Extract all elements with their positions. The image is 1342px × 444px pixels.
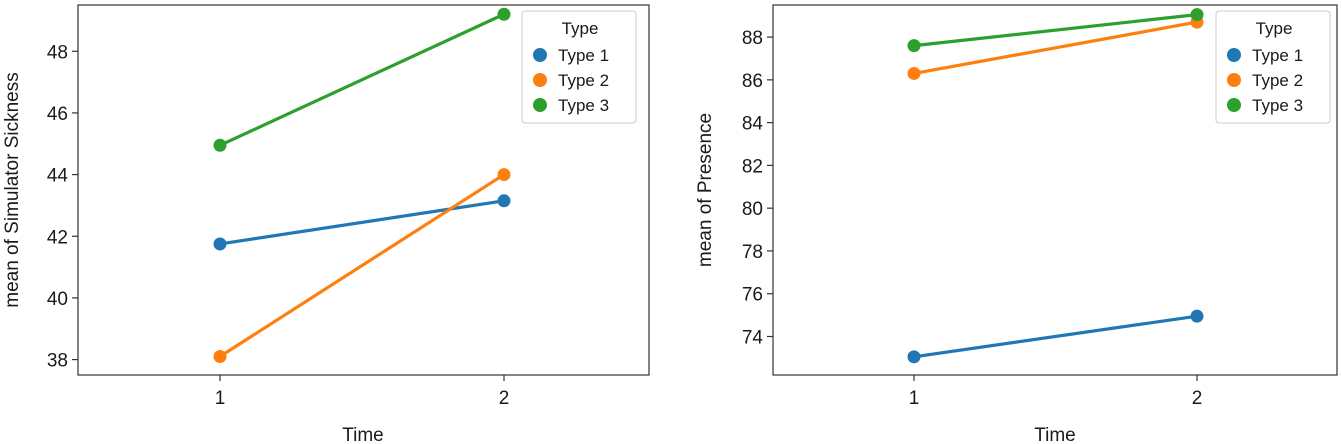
series-line-type-2	[913, 20, 1198, 76]
y-axis-label: mean of Presence	[695, 113, 716, 267]
legend: Type Type 1 Type 2 Type 3	[521, 10, 637, 124]
x-tick-label: 1	[215, 388, 226, 409]
y-tick-label: 42	[47, 227, 68, 248]
x-tick-label: 1	[909, 388, 920, 409]
x-axis-label: Time	[1034, 425, 1076, 444]
legend-label-type-3: Type 3	[1252, 96, 1303, 115]
data-point-type-3	[1190, 8, 1204, 22]
legend-label-type-1: Type 1	[558, 46, 609, 65]
legend-marker-type-3	[533, 98, 547, 112]
plot-area	[77, 4, 650, 376]
legend-items: Type 1 Type 2 Type 3	[1227, 46, 1303, 115]
x-tick-label: 2	[499, 388, 510, 409]
data-point-type-1	[907, 350, 921, 364]
data-point-type-2	[497, 168, 511, 182]
legend-title: Type	[562, 19, 599, 38]
y-tick-label: 82	[742, 156, 763, 177]
y-tick-label: 38	[47, 351, 68, 372]
y-ticks: 74 76 78 80 82 84 86 88	[742, 28, 773, 349]
y-tick-label: 80	[742, 199, 763, 220]
legend-marker-type-2	[1227, 73, 1241, 87]
data-point-type-1	[1190, 309, 1204, 323]
y-tick-label: 76	[742, 285, 763, 306]
legend-marker-type-1	[533, 48, 547, 62]
series-line-type-1	[913, 314, 1198, 359]
y-tick-label: 74	[742, 328, 764, 349]
series-line-type-2	[219, 173, 505, 358]
data-point-type-3	[213, 138, 227, 152]
legend-items: Type 1 Type 2 Type 3	[533, 46, 609, 115]
legend-label-type-1: Type 1	[1252, 46, 1303, 65]
legend-label-type-2: Type 2	[558, 71, 609, 90]
legend-title: Type	[1256, 19, 1293, 38]
series-group	[213, 7, 511, 363]
data-point-type-2	[907, 66, 921, 80]
y-tick-label: 40	[47, 289, 68, 310]
data-point-type-1	[497, 194, 511, 208]
data-point-type-1	[213, 237, 227, 251]
plot-area	[772, 4, 1338, 376]
legend: Type Type 1 Type 2 Type 3	[1215, 10, 1331, 124]
legend-box	[1215, 10, 1331, 124]
y-tick-label: 46	[47, 104, 68, 125]
legend-marker-type-2	[533, 73, 547, 87]
data-point-type-3	[907, 39, 921, 53]
y-tick-label: 78	[742, 242, 763, 263]
y-axis-label: mean of Simulator Sickness	[2, 72, 23, 308]
series-line-type-1	[219, 199, 505, 246]
legend-marker-type-1	[1227, 48, 1241, 62]
y-tick-label: 86	[742, 71, 763, 92]
y-tick-label: 48	[47, 42, 68, 63]
series-group	[907, 8, 1204, 364]
x-axis-label: Time	[342, 425, 384, 444]
legend-label-type-2: Type 2	[1252, 71, 1303, 90]
y-tick-label: 88	[742, 28, 763, 49]
series-line-type-3	[913, 13, 1198, 48]
series-line-type-3	[219, 12, 505, 147]
legend-label-type-3: Type 3	[558, 96, 609, 115]
x-tick-label: 2	[1192, 388, 1203, 409]
legend-box	[521, 10, 637, 124]
data-point-type-2	[213, 350, 227, 363]
y-tick-label: 84	[742, 114, 764, 135]
legend-marker-type-3	[1227, 98, 1241, 112]
y-ticks: 38 40 42 44 46 48	[47, 42, 78, 372]
data-point-type-3	[497, 7, 511, 21]
y-tick-label: 44	[47, 166, 69, 187]
